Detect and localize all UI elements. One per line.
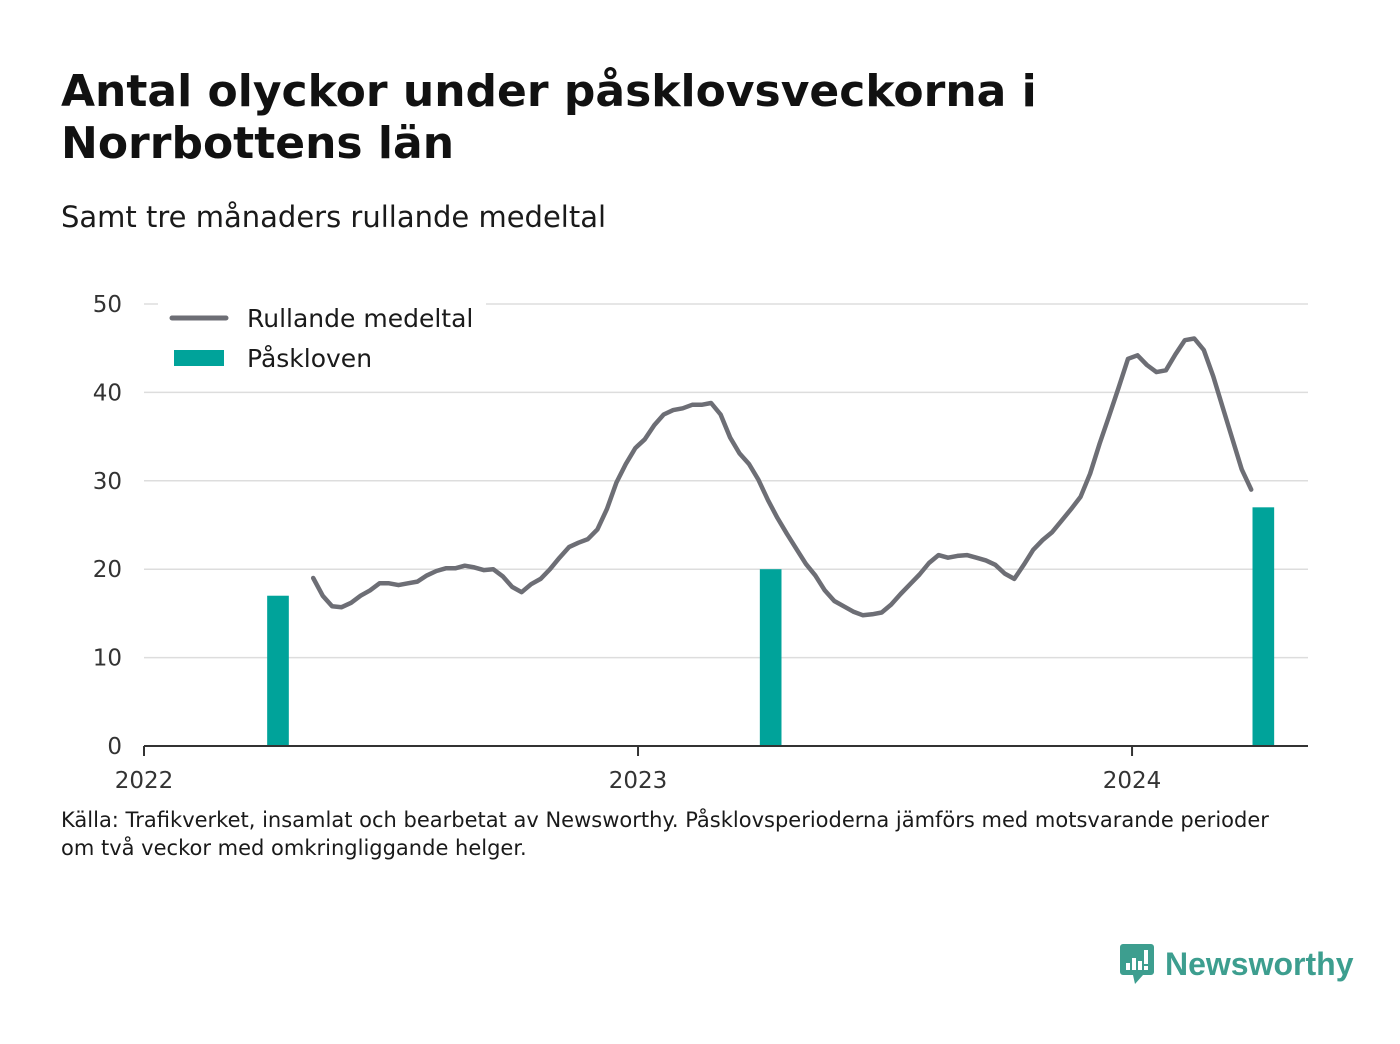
source-note: Källa: Trafikverket, insamlat och bearbe… <box>61 806 1301 862</box>
y-tick-label-50: 50 <box>93 292 122 318</box>
x-tick-label-2023: 2023 <box>609 768 668 794</box>
chart-title: Antal olyckor under påsklovsveckorna i N… <box>61 66 1037 169</box>
bar-paskloven-2 <box>759 569 782 746</box>
bar-paskloven-3 <box>1252 507 1275 746</box>
y-tick-label-0: 0 <box>107 734 122 760</box>
y-tick-label-20: 20 <box>93 557 122 583</box>
line-layer <box>310 336 1254 618</box>
bar-layer <box>267 507 1275 746</box>
chart: 0 10 20 30 40 50 2022 2023 2024 Rullande medelta… <box>93 292 1308 794</box>
chart-subtitle: Samt tre månaders rullande medeltal <box>61 200 607 234</box>
source-line-2: om två veckor med omkringliggande helger… <box>61 836 527 860</box>
axis-layer: 0 10 20 30 40 50 2022 2023 2024 <box>93 292 1308 794</box>
legend: Rullande medeltal Påskloven <box>158 296 486 384</box>
legend-swatch-bar <box>174 350 224 366</box>
x-tick-label-2022: 2022 <box>115 768 174 794</box>
brand-logo: Newsworthy <box>1119 940 1353 988</box>
newsworthy-logo-icon <box>1120 944 1154 984</box>
x-tick-label-2024: 2024 <box>1103 768 1162 794</box>
y-tick-label-10: 10 <box>93 646 122 672</box>
legend-label-2: Påskloven <box>247 344 372 373</box>
line-rullande-medeltal <box>310 336 1254 618</box>
y-tick-label-40: 40 <box>93 380 122 406</box>
source-line-1: Källa: Trafikverket, insamlat och bearbe… <box>61 808 1269 832</box>
brand-name: Newsworthy <box>1165 945 1354 982</box>
bar-paskloven-1 <box>267 595 289 746</box>
legend-label-1: Rullande medeltal <box>247 304 473 333</box>
y-tick-label-30: 30 <box>93 469 122 495</box>
legend-background <box>158 296 486 384</box>
